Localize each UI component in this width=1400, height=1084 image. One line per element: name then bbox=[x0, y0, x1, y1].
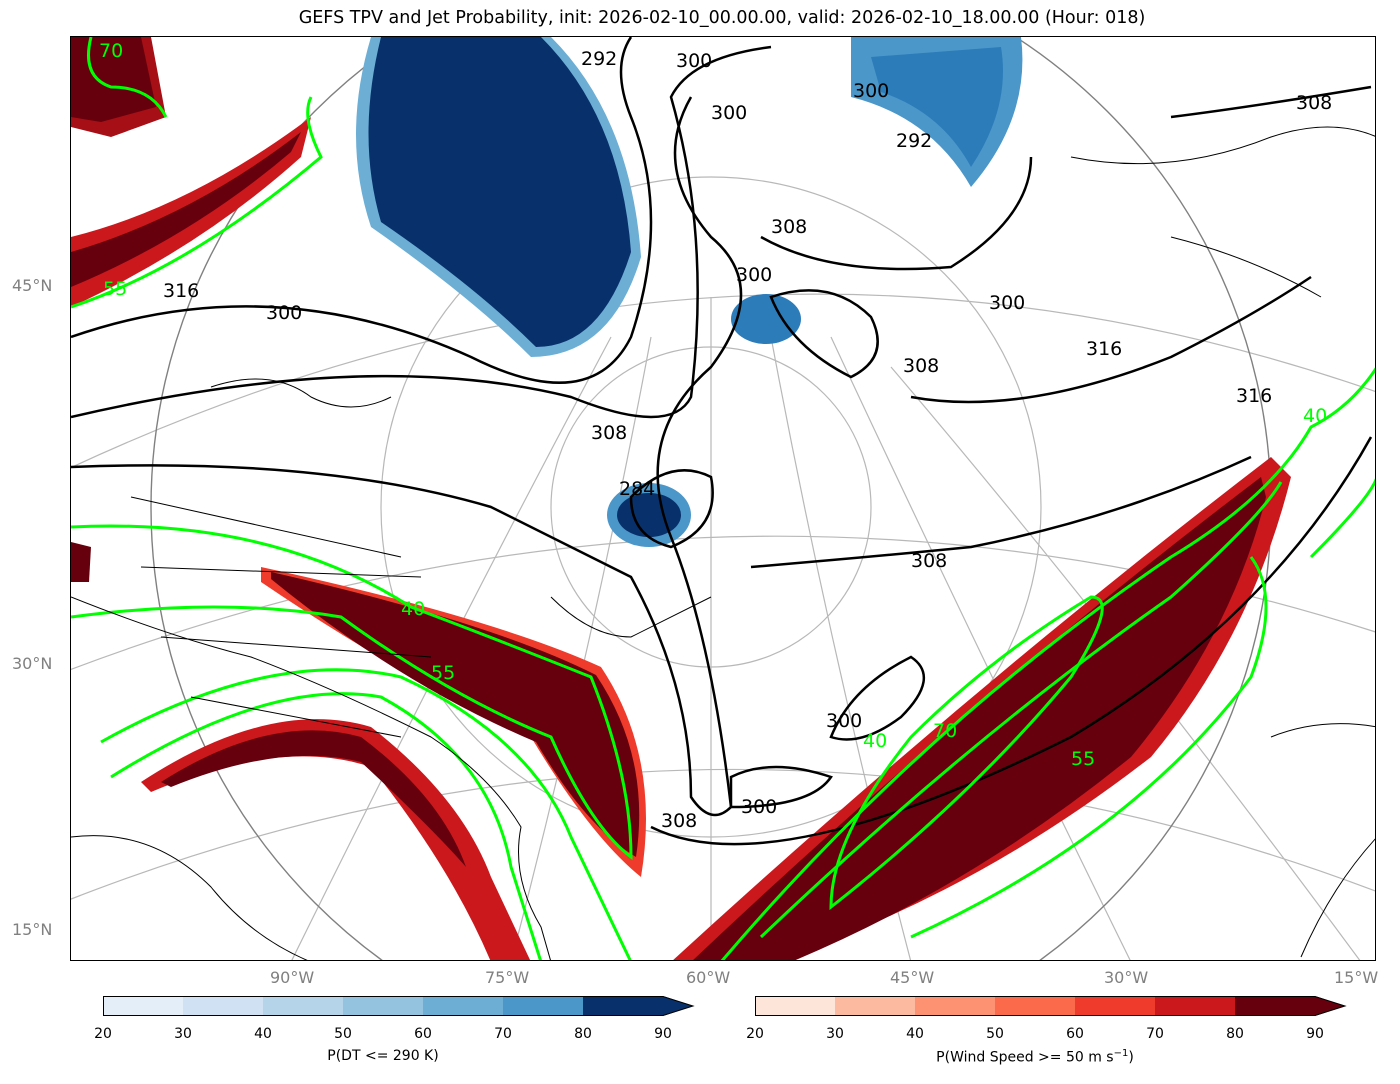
colorbar-outline bbox=[755, 996, 1347, 1016]
colorbar-extend-arrow bbox=[583, 996, 693, 1016]
map-canvas: 292 300 300 300 300 308 308 308 308 308 … bbox=[71, 37, 1375, 960]
colorbar-swatch bbox=[503, 996, 583, 1016]
theta-label: 308 bbox=[1296, 92, 1332, 114]
jet-label: 40 bbox=[1303, 405, 1327, 427]
jet-label: 55 bbox=[1071, 748, 1095, 770]
colorbar-swatch bbox=[263, 996, 343, 1016]
coastlines bbox=[71, 126, 1375, 960]
jet-label: 55 bbox=[431, 662, 455, 684]
lon-label-45w: 45°W bbox=[890, 968, 935, 987]
tpv-probability-fill bbox=[356, 37, 1023, 547]
lon-label-60w: 60°W bbox=[686, 968, 731, 987]
colorbar-swatch bbox=[1075, 996, 1155, 1016]
lon-label-30w: 30°W bbox=[1104, 968, 1149, 987]
theta-label: 300 bbox=[266, 302, 302, 324]
theta-label: 308 bbox=[771, 216, 807, 238]
lon-label-75w: 75°W bbox=[485, 968, 530, 987]
theta-label: 300 bbox=[853, 80, 889, 102]
colorbar-tick: 70 bbox=[494, 1026, 512, 1042]
colorbar-swatch bbox=[183, 996, 263, 1016]
jet-contours bbox=[71, 37, 1375, 960]
colorbar-tick: 30 bbox=[174, 1026, 192, 1042]
colorbar-tpv bbox=[103, 996, 695, 1016]
colorbar-outline bbox=[103, 996, 695, 1016]
colorbar-swatch bbox=[103, 996, 183, 1016]
theta-label: 316 bbox=[163, 280, 199, 302]
theta-label: 308 bbox=[661, 810, 697, 832]
theta-label: 300 bbox=[736, 264, 772, 286]
theta-label: 292 bbox=[581, 48, 617, 70]
lon-label-90w: 90°W bbox=[270, 968, 315, 987]
colorbar-tick: 50 bbox=[334, 1026, 352, 1042]
lat-label-45n: 45°N bbox=[12, 276, 53, 295]
colorbar-swatch bbox=[995, 996, 1075, 1016]
colorbar-tick: 80 bbox=[1226, 1026, 1244, 1042]
colorbar-tick: 90 bbox=[654, 1026, 672, 1042]
theta-label: 316 bbox=[1236, 385, 1272, 407]
colorbar-swatch bbox=[755, 996, 835, 1016]
colorbar-swatch bbox=[915, 996, 995, 1016]
colorbar-jet-label-end: ) bbox=[1128, 1049, 1134, 1066]
colorbar-tick: 50 bbox=[986, 1026, 1004, 1042]
theta-contour-labels: 292 300 300 300 300 308 308 308 308 308 … bbox=[163, 48, 1332, 832]
map-panel: 292 300 300 300 300 308 308 308 308 308 … bbox=[70, 36, 1376, 961]
colorbar-tick: 30 bbox=[826, 1026, 844, 1042]
theta-label: 300 bbox=[826, 710, 862, 732]
colorbar-tick: 40 bbox=[906, 1026, 924, 1042]
colorbar-swatch bbox=[1155, 996, 1235, 1016]
theta-label: 300 bbox=[989, 292, 1025, 314]
colorbar-extend-arrow bbox=[1235, 996, 1345, 1016]
colorbar-tick: 60 bbox=[414, 1026, 432, 1042]
theta-label: 292 bbox=[896, 130, 932, 152]
plot-title: GEFS TPV and Jet Probability, init: 2026… bbox=[298, 8, 1146, 28]
theta-contours bbox=[71, 37, 1373, 846]
theta-label: 284 bbox=[619, 478, 655, 500]
theta-label: 300 bbox=[741, 796, 777, 818]
jet-label: 70 bbox=[933, 720, 957, 742]
colorbar-jet-label: P(Wind Speed >= 50 m s−1) bbox=[755, 1048, 1315, 1066]
colorbar-tpv-swatches bbox=[103, 996, 695, 1016]
lat-label-30n: 30°N bbox=[12, 654, 53, 673]
theta-label: 300 bbox=[676, 50, 712, 72]
colorbar-swatch bbox=[343, 996, 423, 1016]
jet-label: 55 bbox=[103, 278, 127, 300]
colorbar-tick: 40 bbox=[254, 1026, 272, 1042]
theta-label: 316 bbox=[1086, 338, 1122, 360]
jet-contour-labels: 70 55 40 55 40 70 55 40 bbox=[99, 40, 1327, 770]
colorbar-tick: 70 bbox=[1146, 1026, 1164, 1042]
jet-label: 40 bbox=[401, 598, 425, 620]
colorbar-tick: 20 bbox=[94, 1026, 112, 1042]
theta-label: 308 bbox=[903, 355, 939, 377]
colorbar-tick: 20 bbox=[746, 1026, 764, 1042]
colorbar-tick: 60 bbox=[1066, 1026, 1084, 1042]
colorbar-jet-label-main: P(Wind Speed >= 50 m s bbox=[936, 1049, 1114, 1066]
theta-label: 300 bbox=[711, 102, 747, 124]
colorbar-tick: 80 bbox=[574, 1026, 592, 1042]
theta-label: 308 bbox=[911, 550, 947, 572]
jet-label: 70 bbox=[99, 40, 123, 62]
colorbar-jet-label-sup: −1 bbox=[1113, 1048, 1129, 1059]
lat-label-15n: 15°N bbox=[12, 920, 53, 939]
colorbar-tick: 90 bbox=[1306, 1026, 1324, 1042]
colorbar-swatch bbox=[835, 996, 915, 1016]
colorbar-jet-swatches bbox=[755, 996, 1347, 1016]
colorbar-jet bbox=[755, 996, 1347, 1016]
colorbar-swatch bbox=[423, 996, 503, 1016]
lon-label-15w: 15°W bbox=[1334, 968, 1379, 987]
jet-label: 40 bbox=[863, 730, 887, 752]
colorbar-tpv-label: P(DT <= 290 K) bbox=[327, 1048, 439, 1064]
theta-label: 308 bbox=[591, 422, 627, 444]
